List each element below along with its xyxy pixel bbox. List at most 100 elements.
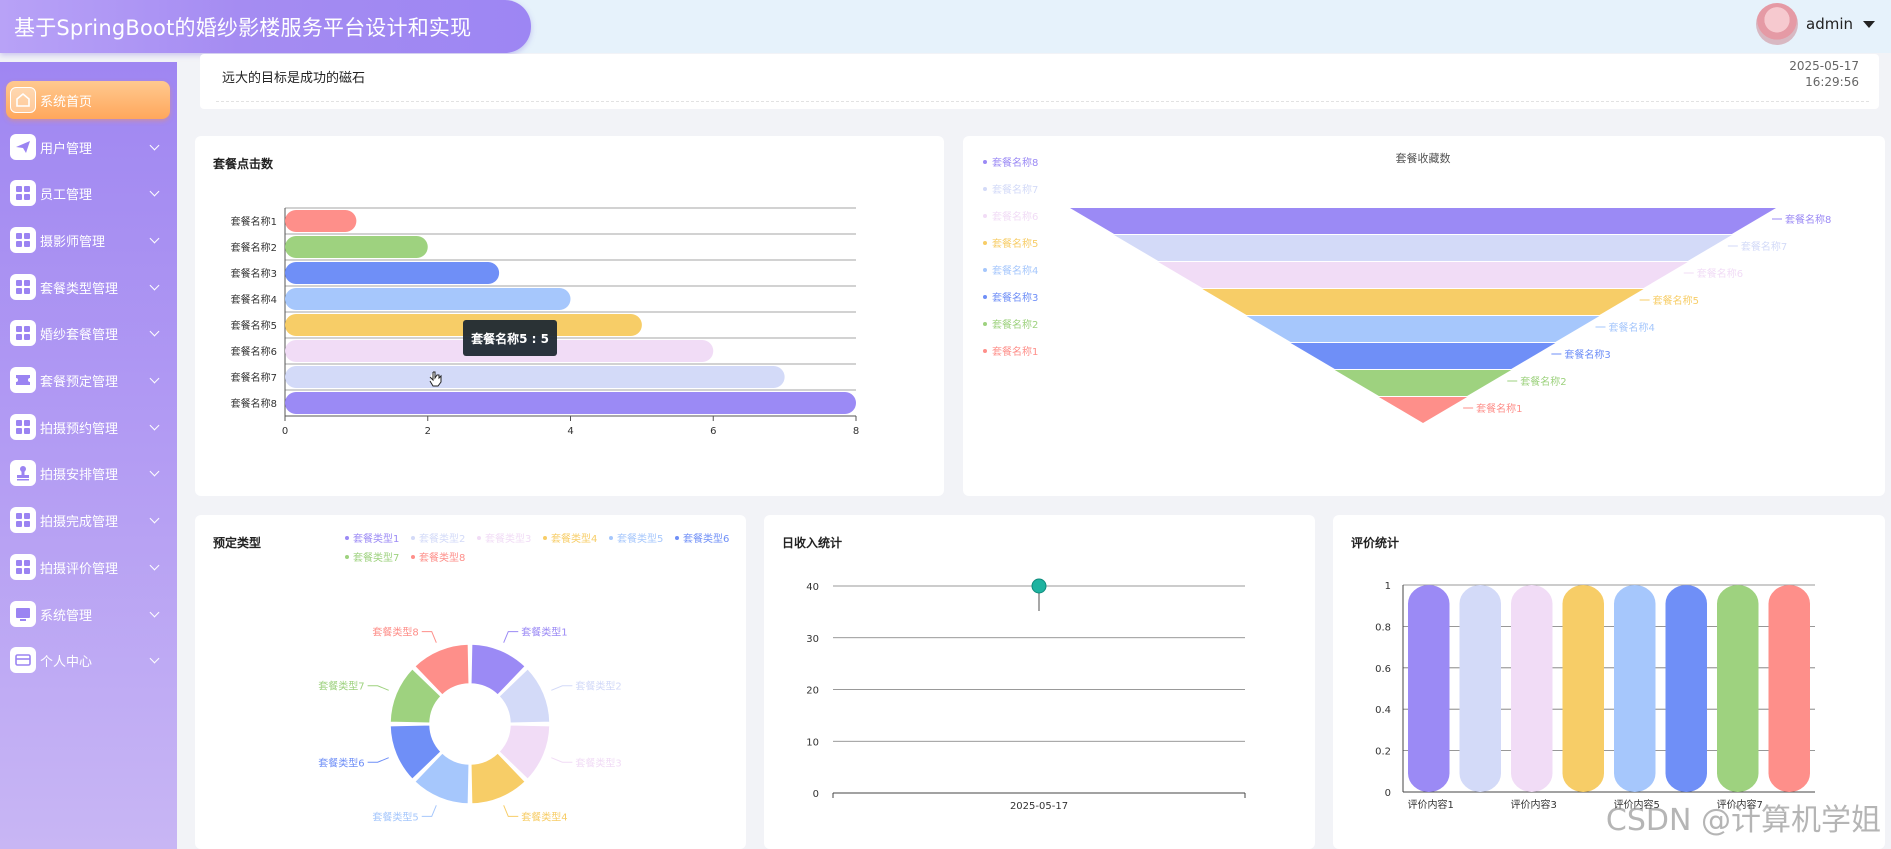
chart-card-favorites: 套餐收藏数 套餐名称8 套餐名称7 套餐名称6 套餐名称5 套餐名称4 套餐名称3 套餐名称2… [963,136,1885,496]
user-menu[interactable]: admin [1756,2,1875,46]
y-tick-label: 套餐名称1 [231,215,277,228]
notice-date: 2025-05-17 [1789,59,1859,73]
send-icon [10,134,36,160]
bar-评价内容2 [1459,585,1501,792]
x-tick-label: 2 [425,426,431,437]
x-tick-label: 2025-05-17 [1010,801,1068,812]
bar-评价内容4 [1562,585,1604,792]
chart-daily-income: 0 10 20 30 40 2025-05-17 [806,578,1246,812]
chart-title-favorites: 套餐收藏数 [1396,151,1451,165]
slice-label-line [503,805,519,817]
sidebar-item-label: 套餐预定管理 [40,374,119,390]
y-tick-label: 1 [1385,581,1391,592]
funnel-label: 套餐名称2 [1520,375,1566,388]
bar-套餐名称1 [285,210,357,232]
legend-label: 套餐名称4 [992,264,1038,277]
chart-reviews: 0 0.2 0.4 0.6 0.8 1 评价内容1 评价内容3 评价内容5 评价内容7 [1375,581,1815,811]
slice-label-line [551,757,573,763]
notice-timestamp: 2025-05-17 16:29:56 [1789,58,1859,90]
slice-label: 套餐类型7 [318,680,364,693]
bar-评价内容1 [1408,585,1450,792]
legend-label: 套餐名称2 [992,318,1038,331]
rose-slice-套餐类型4 [470,752,527,805]
bar-评价内容7 [1717,585,1759,792]
sidebar-item-12[interactable]: 系统管理 [6,595,170,633]
slice-label-line [503,631,519,643]
avatar[interactable] [1756,3,1798,45]
bar-套餐名称4 [285,288,571,310]
y-tick-label: 0 [1385,788,1391,799]
legend-marker [543,536,547,540]
y-tick-label: 套餐名称7 [231,371,277,384]
sidebar-item-label: 婚纱套餐管理 [40,327,119,343]
chart-card-reviews: 评价统计 0 0.2 0.4 0.6 0.8 1 评价内容1 评价内容3 评价内容5 评价内容7 [1333,515,1885,849]
funnel-label: 套餐名称5 [1653,294,1699,307]
legend-label: 套餐名称5 [992,237,1038,250]
card-icon [10,647,36,673]
legend-marker [411,536,415,540]
sidebar-item-9[interactable]: 拍摄安排管理 [6,454,170,492]
chart-card-clicks: 套餐点击数 套餐名称1 套餐名称2 套餐名称3 套餐名称4 套餐名称5 套餐名称6 套餐名称… [195,136,944,496]
funnel-segment-套餐名称6 [1158,262,1688,288]
chart-card-booking-type: 预定类型 套餐类型1 套餐类型2 套餐类型3 套餐类型4 套餐类型5 套餐类型6 套餐类型7… [195,515,746,849]
sidebar-item-11[interactable]: 拍摄评价管理 [6,548,170,586]
slice-label: 套餐类型6 [318,756,364,769]
caret-down-icon[interactable] [1863,20,1875,28]
x-tick-label: 4 [567,426,573,437]
funnel-label: 套餐名称4 [1609,321,1655,334]
x-tick-label: 0 [282,426,288,437]
title-banner: 基于SpringBoot的婚纱影楼服务平台设计和实现 [0,0,531,53]
x-tick-label: 评价内容7 [1717,798,1763,811]
legend-label: 套餐类型1 [353,532,399,545]
legend-marker [477,536,481,540]
sidebar-item-label: 个人中心 [40,654,93,670]
legend-label: 套餐类型2 [419,532,465,545]
funnel-segment-套餐名称7 [1114,235,1732,261]
slice-label: 套餐类型5 [372,810,418,823]
chart-booking-type: 套餐类型1 套餐类型2 套餐类型3 套餐类型4 套餐类型5 套餐类型6 套餐类型7 套餐类型8… [318,532,729,823]
grid-icon [10,227,36,253]
bar-套餐名称8 [285,392,856,414]
funnel-segment-套餐名称3 [1290,343,1556,369]
legend-label: 套餐类型4 [551,532,597,545]
rose-slice-套餐类型6 [389,724,442,781]
funnel-segment-套餐名称2 [1334,370,1512,396]
legend-marker [411,555,415,559]
chevron-down-icon [149,653,160,663]
username-label[interactable]: admin [1806,15,1853,33]
y-tick-label: 套餐名称5 [231,319,277,332]
chart-title-booking-type: 预定类型 [213,536,262,550]
sidebar-item-2[interactable]: 用户管理 [6,128,170,166]
funnel-segment-套餐名称5 [1202,289,1644,315]
sidebar-item-1[interactable]: 系统首页 [6,81,170,119]
bar-评价内容3 [1511,585,1553,792]
legend-marker [983,349,987,353]
sidebar-item-label: 拍摄评价管理 [40,561,119,577]
chevron-down-icon [149,140,160,150]
grid-icon [10,554,36,580]
sidebar-item-4[interactable]: 摄影师管理 [6,221,170,259]
y-tick-label: 套餐名称6 [231,345,277,358]
sidebar-item-6[interactable]: 婚纱套餐管理 [6,314,170,352]
y-tick-label: 0.8 [1375,622,1391,633]
funnel-label: 套餐名称1 [1476,402,1522,415]
grid-icon [10,414,36,440]
chart-favorites: 套餐收藏数套餐名称8套餐名称7套餐名称6套餐名称5套餐名称4套餐名称3套餐名称2… [983,151,1831,423]
home-icon [10,87,36,113]
chevron-down-icon [149,420,160,430]
legend-marker [345,536,349,540]
sidebar-item-10[interactable]: 拍摄完成管理 [6,501,170,539]
sidebar-item-8[interactable]: 拍摄预约管理 [6,408,170,446]
chart-title-reviews: 评价统计 [1351,536,1400,550]
legend-label: 套餐名称6 [992,210,1038,223]
sidebar-item-3[interactable]: 员工管理 [6,174,170,212]
sidebar-item-7[interactable]: 套餐预定管理 [6,361,170,399]
sidebar-item-5[interactable]: 套餐类型管理 [6,268,170,306]
notice-divider [216,101,1869,102]
pointer-cursor-icon [429,371,442,387]
slice-label: 套餐类型4 [521,810,567,823]
sidebar-item-13[interactable]: 个人中心 [6,641,170,679]
funnel-segment-套餐名称4 [1246,316,1600,342]
grid-icon [10,180,36,206]
app-title: 基于SpringBoot的婚纱影楼服务平台设计和实现 [14,16,472,40]
